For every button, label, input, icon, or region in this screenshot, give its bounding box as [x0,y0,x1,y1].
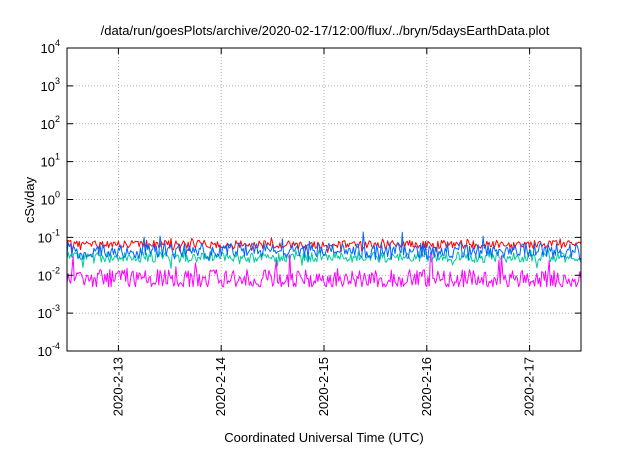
x-tick-label: 2020-2-17 [522,357,537,416]
y-tick-exponent: 3 [55,76,60,86]
x-axis-ticks: 2020-2-13 2020-2-14 2020-2-15 2020-2-16 2020… [110,48,537,416]
y-tick-exponent: 2 [55,114,60,124]
x-tick-label: 2020-2-14 [213,357,228,416]
y-tick-exponent: -1 [52,227,60,237]
y-tick-label: 10-1 [38,227,60,245]
y-tick-label: 10-4 [38,341,60,359]
series-line [66,237,582,253]
grid [67,48,581,351]
series-group [66,231,582,288]
y-tick-label: 101 [41,152,60,170]
series-line [66,248,582,269]
y-tick-label: 10-3 [38,303,60,321]
y-tick-exponent: -2 [52,265,60,275]
x-tick-label: 2020-2-16 [419,357,434,416]
y-tick-exponent: 1 [55,152,60,162]
y-tick-label: 102 [41,114,60,132]
y-axis-label: cSv/day [22,176,37,223]
y-tick-exponent: 0 [55,190,60,200]
series-line [66,231,582,261]
y-tick-label: 104 [41,38,60,56]
y-tick-label: 10-2 [38,265,60,283]
y-tick-exponent: -3 [52,303,60,313]
y-tick-exponent: -4 [52,341,60,351]
y-tick-label: 103 [41,76,60,94]
series-line [66,252,582,288]
y-tick-label: 100 [41,190,60,208]
x-axis-label: Coordinated Universal Time (UTC) [224,430,423,445]
x-tick-label: 2020-2-15 [316,357,331,416]
chart-title: /data/run/goesPlots/archive/2020-02-17/1… [101,23,550,38]
y-tick-exponent: 4 [55,38,60,48]
x-tick-label: 2020-2-13 [110,357,125,416]
